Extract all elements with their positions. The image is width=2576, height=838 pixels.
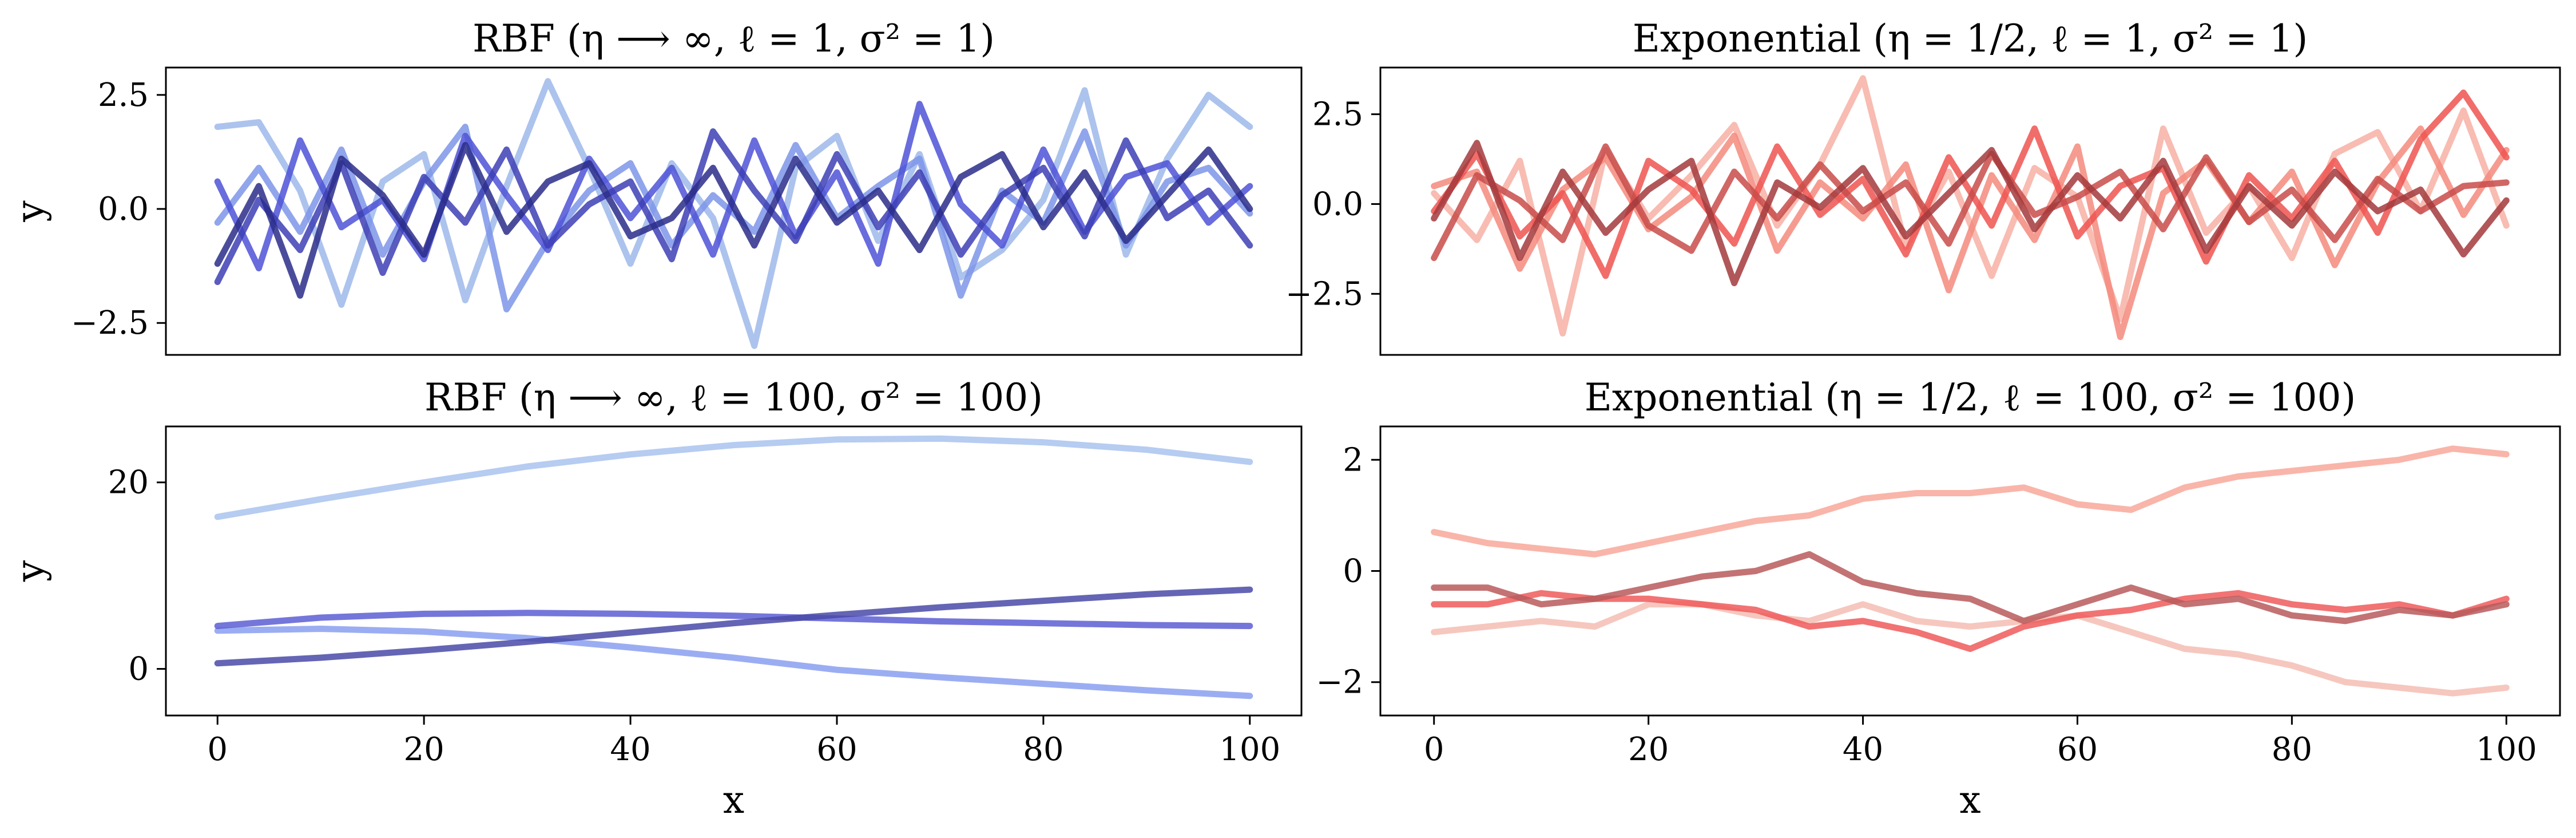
series-line-3 xyxy=(214,610,1253,630)
plot-frame xyxy=(165,66,1303,356)
y-tick-label: 2.5 xyxy=(1312,96,1363,133)
y-axis-label: y xyxy=(8,560,52,582)
panel-exponential-short-lengthscale: Exponential (η = 1/2, ℓ = 1, σ² = 1) −2.… xyxy=(1285,17,2561,356)
panel-rbf-short-lengthscale: RBF (η ⟶ ∞, ℓ = 1, σ² = 1) y −2.5 0.0 2.5 xyxy=(8,17,1303,356)
series-line-1 xyxy=(214,435,1253,520)
panel-title: RBF (η ⟶ ∞, ℓ = 100, σ² = 100) xyxy=(424,375,1043,420)
y-tick-label: −2 xyxy=(1316,664,1363,701)
x-tick-label: 20 xyxy=(404,731,444,768)
x-tick-label: 20 xyxy=(1628,731,1669,768)
series-group xyxy=(1431,75,2510,341)
x-tick-label: 40 xyxy=(1843,731,1883,768)
series-line-3 xyxy=(1431,590,2510,652)
plot-frame xyxy=(1379,425,2561,717)
y-tick-label: 2 xyxy=(1343,441,1363,479)
x-tick-label: 60 xyxy=(816,731,857,768)
series-line-2 xyxy=(1431,601,2510,697)
plot-frame xyxy=(1379,66,2561,356)
x-tick-label: 60 xyxy=(2057,731,2098,768)
panel-title: Exponential (η = 1/2, ℓ = 100, σ² = 100) xyxy=(1585,375,2356,420)
series-line-2 xyxy=(1431,125,2510,341)
series-line-5 xyxy=(214,142,1253,299)
x-tick-label: 0 xyxy=(207,731,228,768)
series-group xyxy=(214,78,1253,349)
y-tick-label: 0.0 xyxy=(98,191,149,228)
panel-rbf-long-lengthscale: RBF (η ⟶ ∞, ℓ = 100, σ² = 100) y x 0 20 0 2… xyxy=(8,375,1303,822)
panel-exponential-long-lengthscale: Exponential (η = 1/2, ℓ = 100, σ² = 100)… xyxy=(1316,375,2561,822)
y-tick-label: 0 xyxy=(1343,553,1363,590)
x-tick-label: 40 xyxy=(610,731,650,768)
series-line-5 xyxy=(1431,140,2510,286)
y-tick-label: −2.5 xyxy=(1285,275,1363,313)
series-line-2 xyxy=(214,124,1253,313)
series-group xyxy=(214,435,1253,699)
y-tick-label: 2.5 xyxy=(98,77,149,114)
x-tick-label: 0 xyxy=(1424,731,1444,768)
series-line-1 xyxy=(214,78,1253,349)
x-tick-label: 80 xyxy=(2272,731,2312,768)
x-tick-label: 80 xyxy=(1023,731,1063,768)
x-axis-label: x xyxy=(1959,778,1980,822)
plot-frame xyxy=(165,425,1303,717)
y-tick-label: 0 xyxy=(128,651,149,688)
series-line-2 xyxy=(214,626,1253,699)
y-tick-label: −2.5 xyxy=(71,305,149,342)
series-group xyxy=(1431,445,2510,697)
panel-title: RBF (η ⟶ ∞, ℓ = 1, σ² = 1) xyxy=(473,17,995,61)
x-tick-label: 100 xyxy=(2476,731,2537,768)
y-tick-label: 0.0 xyxy=(1312,185,1363,223)
series-line-1 xyxy=(1431,445,2510,558)
y-axis-label: y xyxy=(8,200,52,223)
series-line-4 xyxy=(1431,143,2510,262)
series-line-4 xyxy=(214,128,1253,285)
x-axis-label: x xyxy=(723,778,744,822)
panel-title: Exponential (η = 1/2, ℓ = 1, σ² = 1) xyxy=(1633,17,2308,61)
series-line-4 xyxy=(214,586,1253,667)
y-tick-label: 20 xyxy=(108,464,149,501)
x-tick-label: 100 xyxy=(1219,731,1280,768)
series-line-4 xyxy=(1431,551,2510,624)
